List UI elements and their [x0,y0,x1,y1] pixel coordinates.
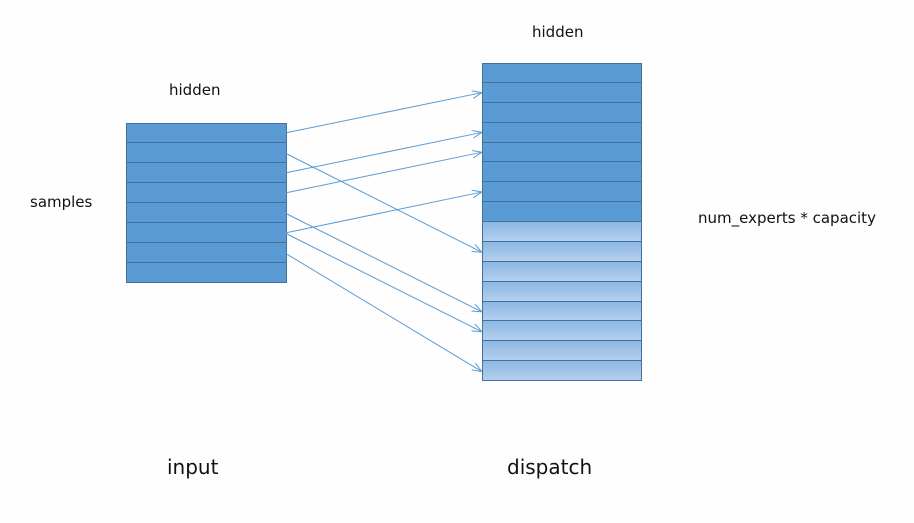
dispatch-row-empty [483,341,641,362]
input-row [127,203,286,223]
dispatch-matrix [482,63,642,381]
dispatch-arrow [284,93,481,134]
num-experts-capacity-label: num_experts * capacity [698,209,876,227]
dispatch-arrow [284,252,481,371]
dispatch-row-empty [483,222,641,242]
input-row [127,163,286,183]
dispatch-hidden-label: hidden [532,23,584,41]
dispatch-row-empty [483,261,641,282]
dispatch-arrow [284,192,481,234]
dispatch-arrow [284,152,481,194]
dispatch-row-empty [483,301,641,322]
dispatch-arrow [284,133,481,174]
dispatch-row-empty [483,361,641,381]
input-row [127,243,286,263]
dispatch-row-empty [483,321,641,342]
dispatch-arrow [284,152,481,252]
samples-label: samples [30,193,93,211]
input-hidden-label: hidden [169,81,221,99]
dispatch-row-empty [483,241,641,262]
input-row [127,123,286,143]
dispatch-row-filled [483,63,641,83]
input-caption: input [167,455,219,479]
dispatch-row-filled [483,102,641,123]
dispatch-caption: dispatch [507,455,593,479]
dispatch-row-filled [483,182,641,203]
input-matrix [126,123,287,283]
dispatch-row-empty [483,281,641,302]
dispatch-row-filled [483,82,641,103]
dispatch-row-filled [483,202,641,222]
dispatch-row-filled [483,122,641,143]
dispatch-arrow [284,232,481,331]
dispatch-row-filled [483,162,641,183]
dispatch-row-filled [483,142,641,163]
input-row [127,183,286,203]
input-row [127,143,286,163]
dispatch-arrow [284,212,481,311]
input-row [127,263,286,283]
input-row [127,223,286,243]
